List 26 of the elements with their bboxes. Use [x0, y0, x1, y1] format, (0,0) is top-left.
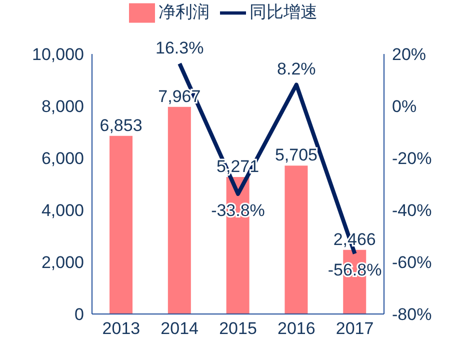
data-label: 8.2%: [277, 60, 316, 79]
x-tick-label: 2016: [277, 319, 316, 338]
y-tick-label: 2,000: [41, 253, 84, 272]
y-tick-label: 6,000: [41, 149, 84, 168]
data-label: 16.3%: [156, 38, 204, 58]
x-tick-label: 2013: [102, 319, 140, 338]
y2-tick-label: -80%: [392, 305, 432, 324]
y-tick-label: 4,000: [41, 201, 84, 220]
x-tick-label: 2017: [336, 319, 374, 338]
y2-tick-label: 0%: [392, 97, 417, 116]
y-tick-label: 0: [74, 305, 84, 324]
y2-tick-label: -60%: [392, 253, 432, 272]
y-tick-label: 10,000: [32, 45, 84, 64]
legend-label: 净利润: [158, 2, 210, 22]
data-label: 6,853: [100, 116, 142, 135]
y2-tick-label: -40%: [392, 201, 432, 220]
x-tick-label: 2014: [160, 319, 199, 338]
x-tick-label: 2015: [219, 319, 257, 338]
legend-label: 同比增速: [250, 2, 318, 22]
bar: [284, 166, 308, 314]
y2-tick-label: -20%: [392, 149, 432, 168]
y-tick-label: 8,000: [41, 97, 84, 116]
bar: [110, 136, 133, 314]
data-label: 5,705: [274, 146, 318, 165]
bar: [168, 106, 191, 314]
y2-tick-label: 20%: [392, 45, 426, 64]
